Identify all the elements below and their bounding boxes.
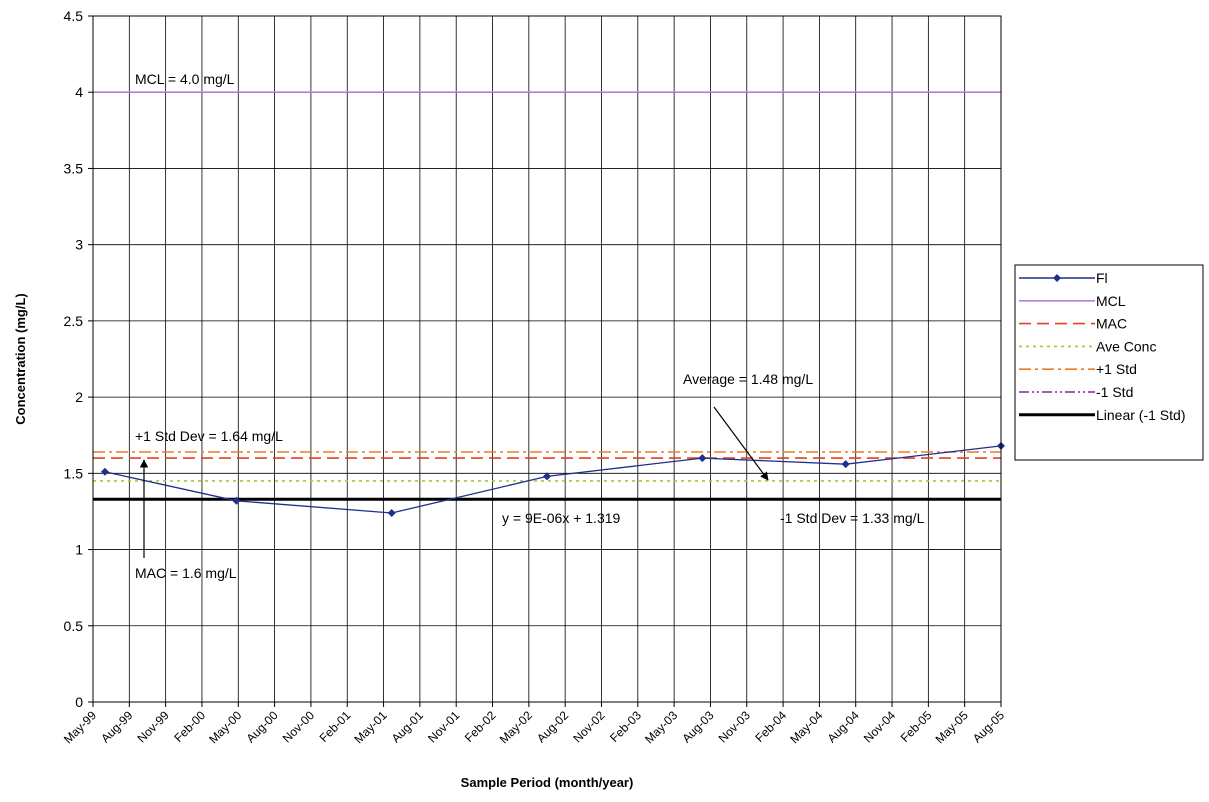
x-tick-label: Feb-00 — [171, 708, 208, 745]
x-tick-label: Aug-03 — [679, 708, 716, 745]
y-tick-label: 0 — [75, 694, 83, 710]
y-tick-label: 2.5 — [64, 313, 84, 329]
plot-border — [92, 15, 1002, 703]
equation-annotation: y = 9E-06x + 1.319 — [502, 510, 621, 526]
x-tick-label: Aug-04 — [825, 708, 862, 745]
legend-label: Fl — [1096, 270, 1108, 286]
y-tick-label: 1 — [75, 542, 83, 558]
x-tick-label: May-99 — [61, 708, 99, 746]
x-tick-label: Aug-00 — [243, 708, 280, 745]
y-tick-label: 4 — [75, 84, 83, 100]
data-point — [698, 454, 707, 463]
x-tick-label: Feb-04 — [752, 708, 789, 745]
data-point — [387, 508, 396, 517]
legend-label: +1 Std — [1096, 361, 1137, 377]
plus-std-annotation: +1 Std Dev = 1.64 mg/L — [135, 428, 283, 444]
y-axis-title: Concentration (mg/L) — [13, 293, 28, 424]
x-tick-label: May-01 — [351, 708, 389, 746]
x-tick-label: May-03 — [642, 708, 680, 746]
x-tick-label: Nov-02 — [570, 708, 607, 745]
x-tick-label: Nov-00 — [280, 708, 317, 745]
y-tick-label: 0.5 — [64, 618, 84, 634]
x-tick-label: Feb-02 — [462, 708, 499, 745]
y-tick-label: 3.5 — [64, 160, 84, 176]
mac-annotation: MAC = 1.6 mg/L — [135, 565, 237, 581]
legend-label: -1 Std — [1096, 384, 1133, 400]
x-tick-label: May-04 — [787, 708, 825, 746]
legend-label: Ave Conc — [1096, 338, 1156, 354]
series-line-fl — [104, 445, 1002, 514]
y-tick-labels: 0 0.5 1 1.5 2 2.5 3 3.5 4 4.5 — [64, 8, 84, 710]
average-arrow — [713, 406, 769, 481]
legend-label: Linear (-1 Std) — [1096, 407, 1185, 423]
x-tick-label: Aug-99 — [98, 708, 135, 745]
x-tick-label: May-05 — [933, 708, 971, 746]
legend-label: MCL — [1096, 293, 1126, 309]
reference-lines — [93, 91, 1001, 501]
x-tick-label: Feb-05 — [898, 708, 935, 745]
y-tick-label: 4.5 — [64, 8, 84, 24]
axes — [92, 15, 1002, 703]
x-tick-label: May-02 — [497, 708, 535, 746]
grid — [88, 15, 1002, 707]
legend: Fl MCL MAC Ave Conc +1 Std -1 Std Linear (-1 S… — [1014, 264, 1204, 461]
y-tick-label: 3 — [75, 237, 83, 253]
y-tick-label: 1.5 — [64, 465, 84, 481]
average-annotation: Average = 1.48 mg/L — [683, 371, 813, 387]
minus-std-annotation: -1 Std Dev = 1.33 mg/L — [780, 510, 925, 526]
x-tick-label: May-00 — [206, 708, 244, 746]
x-tick-label: Aug-02 — [534, 708, 571, 745]
data-series — [100, 441, 1005, 517]
x-tick-label: Aug-05 — [970, 708, 1007, 745]
data-point — [841, 460, 850, 469]
x-tick-label: Nov-03 — [716, 708, 753, 745]
x-tick-label: Nov-01 — [425, 708, 462, 745]
x-tick-label: Aug-01 — [389, 708, 426, 745]
data-point — [543, 472, 551, 481]
x-tick-label: Feb-01 — [317, 708, 354, 745]
annotations: MCL = 4.0 mg/L +1 Std Dev = 1.64 mg/L MA… — [135, 71, 925, 581]
legend-marker — [1053, 274, 1061, 282]
x-tick-label: Nov-99 — [135, 708, 172, 745]
legend-label: MAC — [1096, 316, 1127, 332]
data-point — [100, 467, 109, 476]
data-point — [232, 496, 241, 505]
x-axis-title: Sample Period (month/year) — [461, 775, 634, 790]
mcl-annotation: MCL = 4.0 mg/L — [135, 71, 235, 87]
x-tick-label: Feb-03 — [607, 708, 644, 745]
legend-box — [1014, 264, 1204, 461]
y-tick-label: 2 — [75, 389, 83, 405]
x-tick-label: Nov-04 — [861, 708, 898, 745]
